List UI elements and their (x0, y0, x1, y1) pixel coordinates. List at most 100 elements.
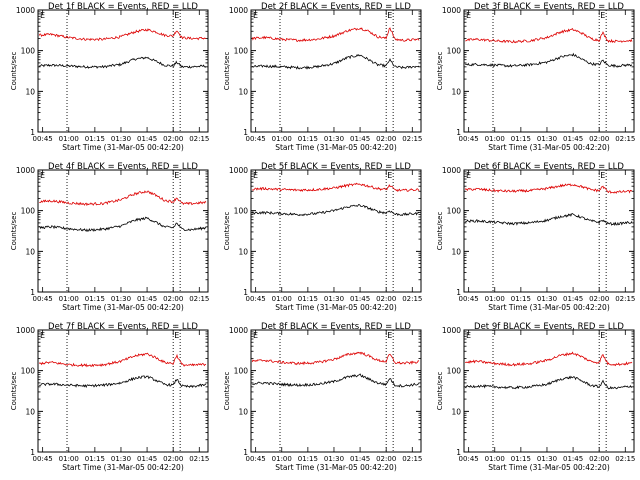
y-axis-label: Counts/sec (436, 212, 444, 251)
y-tick-label: 1 (456, 128, 461, 137)
x-tick-label: 01:30 (537, 455, 557, 463)
chart-panel-1: Det 1f BLACK = Events, RED = LLD 1 10 100 10… (10, 2, 209, 152)
x-tick-label: 02:00 (589, 295, 609, 303)
chart-title: Det 6f BLACK = Events, RED = LLD (474, 162, 624, 172)
y-axis-label: Counts/sec (436, 52, 444, 91)
chart-panel-9: Det 9f BLACK = Events, RED = LLD 1 10 100 10… (436, 322, 635, 472)
y-tick-label: 1 (243, 288, 248, 297)
event-marker-label: E (40, 331, 45, 340)
y-tick-label: 1000 (442, 6, 461, 15)
x-tick-label: 01:00 (272, 295, 292, 303)
y-axis-label: Counts/sec (10, 52, 18, 91)
x-tick-label: 02:00 (163, 135, 183, 143)
x-tick-label: 02:15 (402, 455, 422, 463)
series-line-events (464, 213, 633, 227)
event-marker-label: E (466, 331, 471, 340)
series-line-events (39, 375, 207, 389)
series-line-lld (252, 182, 420, 193)
x-tick-label: 00:45 (33, 135, 53, 143)
y-tick-label: 10 (238, 407, 248, 416)
x-tick-label: 00:45 (459, 455, 479, 463)
plot-frame (37, 329, 209, 453)
x-tick-label: 01:00 (59, 295, 79, 303)
x-tick-label: 02:00 (376, 455, 396, 463)
y-tick-label: 10 (238, 87, 248, 96)
y-tick-label: 1 (456, 448, 461, 457)
y-tick-label: 10 (25, 407, 35, 416)
chart-panel-3: Det 3f BLACK = Events, RED = LLD 1 10 100 10… (436, 2, 635, 152)
x-tick-label: 01:00 (485, 135, 505, 143)
y-tick-label: 100 (447, 47, 462, 56)
series-line-lld (251, 351, 420, 366)
y-tick-label: 1000 (16, 6, 35, 15)
event-marker-label: E (174, 331, 179, 340)
chart-panel-6: Det 6f BLACK = Events, RED = LLD 1 10 100 10… (436, 162, 635, 312)
y-tick-label: 1000 (229, 166, 248, 175)
chart-panel-7: Det 7f BLACK = Events, RED = LLD 1 10 100 10… (10, 322, 209, 472)
y-axis-label: Counts/sec (223, 372, 231, 411)
event-marker-label: E (466, 171, 471, 180)
x-tick-label: 01:15 (85, 295, 105, 303)
x-tick-label: 01:45 (350, 455, 370, 463)
x-axis-label: Start Time (31-Mar-05 00:42:20) (275, 143, 397, 152)
x-tick-label: 00:45 (246, 455, 266, 463)
x-tick-label: 00:45 (459, 135, 479, 143)
x-axis-label: Start Time (31-Mar-05 00:42:20) (62, 303, 184, 312)
x-axis-label: Start Time (31-Mar-05 00:42:20) (488, 303, 610, 312)
x-axis-label: Start Time (31-Mar-05 00:42:20) (275, 463, 397, 472)
series-line-lld (38, 28, 207, 42)
series-line-lld (464, 183, 633, 194)
chart-title: Det 7f BLACK = Events, RED = LLD (48, 322, 198, 332)
series-line-lld (251, 27, 420, 43)
x-tick-label: 01:00 (272, 135, 292, 143)
x-axis-label: Start Time (31-Mar-05 00:42:20) (275, 303, 397, 312)
y-tick-label: 100 (234, 207, 249, 216)
x-tick-label: 01:45 (350, 135, 370, 143)
x-tick-label: 01:45 (563, 455, 583, 463)
y-tick-label: 1000 (229, 6, 248, 15)
plot-frame (463, 329, 635, 453)
x-tick-label: 01:30 (537, 135, 557, 143)
event-marker-label: E (40, 171, 45, 180)
series-line-events (464, 52, 633, 69)
event-marker-label: E (174, 11, 179, 20)
x-tick-label: 01:15 (298, 455, 318, 463)
chart-title: Det 9f BLACK = Events, RED = LLD (474, 322, 624, 332)
x-tick-label: 01:15 (85, 135, 105, 143)
series-line-events (251, 204, 420, 217)
x-tick-label: 01:30 (324, 295, 344, 303)
series-line-lld (465, 351, 633, 367)
event-marker-label: E (387, 11, 392, 20)
event-marker-label: E (387, 171, 392, 180)
x-tick-label: 01:30 (111, 135, 131, 143)
x-tick-label: 01:15 (511, 295, 531, 303)
x-tick-label: 02:15 (189, 295, 209, 303)
series-line-lld (39, 190, 207, 207)
plot-frame (463, 169, 635, 293)
x-tick-label: 02:15 (615, 455, 635, 463)
y-tick-label: 1 (30, 128, 35, 137)
y-tick-label: 1 (30, 448, 35, 457)
chart-panel-4: Det 4f BLACK = Events, RED = LLD 1 10 100 10… (10, 162, 209, 312)
x-tick-label: 01:00 (59, 135, 79, 143)
x-tick-label: 01:30 (537, 295, 557, 303)
plot-frame (250, 329, 422, 453)
x-tick-label: 02:00 (376, 135, 396, 143)
y-tick-label: 10 (25, 247, 35, 256)
x-tick-label: 02:15 (189, 455, 209, 463)
event-marker-label: E (253, 331, 258, 340)
y-tick-label: 1000 (16, 326, 35, 335)
chart-panel-5: Det 5f BLACK = Events, RED = LLD 1 10 100 10… (223, 162, 422, 312)
x-tick-label: 02:00 (376, 295, 396, 303)
y-tick-label: 1000 (16, 166, 35, 175)
y-tick-label: 100 (234, 367, 249, 376)
series-line-lld (465, 28, 633, 44)
y-tick-label: 1 (456, 288, 461, 297)
x-tick-label: 01:00 (59, 455, 79, 463)
chart-title: Det 2f BLACK = Events, RED = LLD (261, 2, 411, 12)
x-tick-label: 01:15 (298, 135, 318, 143)
y-tick-label: 10 (451, 407, 461, 416)
event-marker-label: E (40, 11, 45, 20)
event-marker-label: E (253, 171, 258, 180)
